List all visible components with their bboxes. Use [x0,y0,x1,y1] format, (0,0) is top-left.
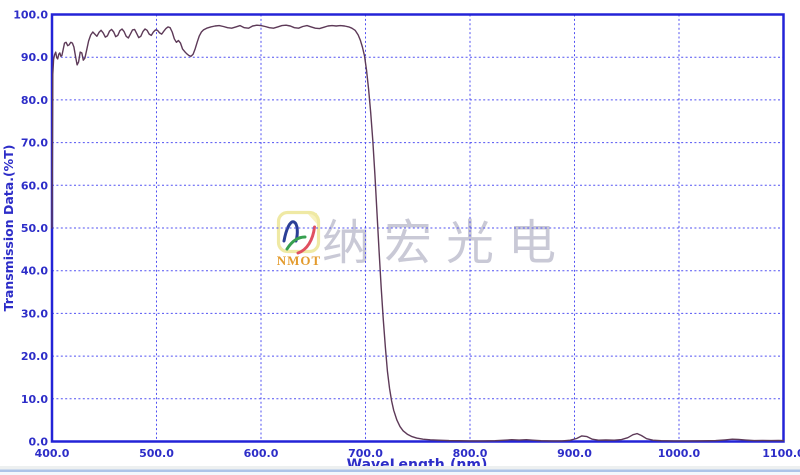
x-tick-labels: 400.0 500.0 600.0 700.0 800.0 900.0 1000.0 1100… [35,447,800,460]
x-tick-label: 1100.0 [762,447,800,460]
y-tick-label: 100.0 [13,9,48,22]
x-tick-label: 900.0 [557,447,592,460]
y-tick-label: 90.0 [21,51,48,64]
y-tick-label: 40.0 [21,265,48,278]
y-tick-label: 80.0 [21,94,48,107]
y-tick-label: 30.0 [21,307,48,320]
watermark-cjk-text: 纳宏光电 [322,217,571,270]
x-tick-label: 1000.0 [658,447,701,460]
x-tick-label: 400.0 [35,447,70,460]
x-tick-label: 800.0 [453,447,488,460]
gridlines [52,14,784,442]
x-tick-label: 700.0 [348,447,383,460]
bottom-panel-edge [0,466,800,475]
transmission-curve [51,24,785,442]
watermark-logo-text: NMOT [276,253,322,268]
y-tick-label: 0.0 [29,436,49,449]
y-axis-title: Transmission Data.(%T) [1,145,16,312]
y-tick-label: 20.0 [21,350,48,363]
y-tick-label: 60.0 [21,179,48,192]
x-tick-label: 500.0 [139,447,174,460]
y-tick-label: 70.0 [21,137,48,150]
x-tick-label: 600.0 [244,447,279,460]
y-tick-label: 10.0 [21,393,48,406]
nmot-logo-icon [276,210,321,255]
y-tick-labels: 0.0 10.0 20.0 30.0 40.0 50.0 60.0 70.0 80.0 90.0 1… [13,9,48,449]
y-tick-label: 50.0 [21,222,48,235]
